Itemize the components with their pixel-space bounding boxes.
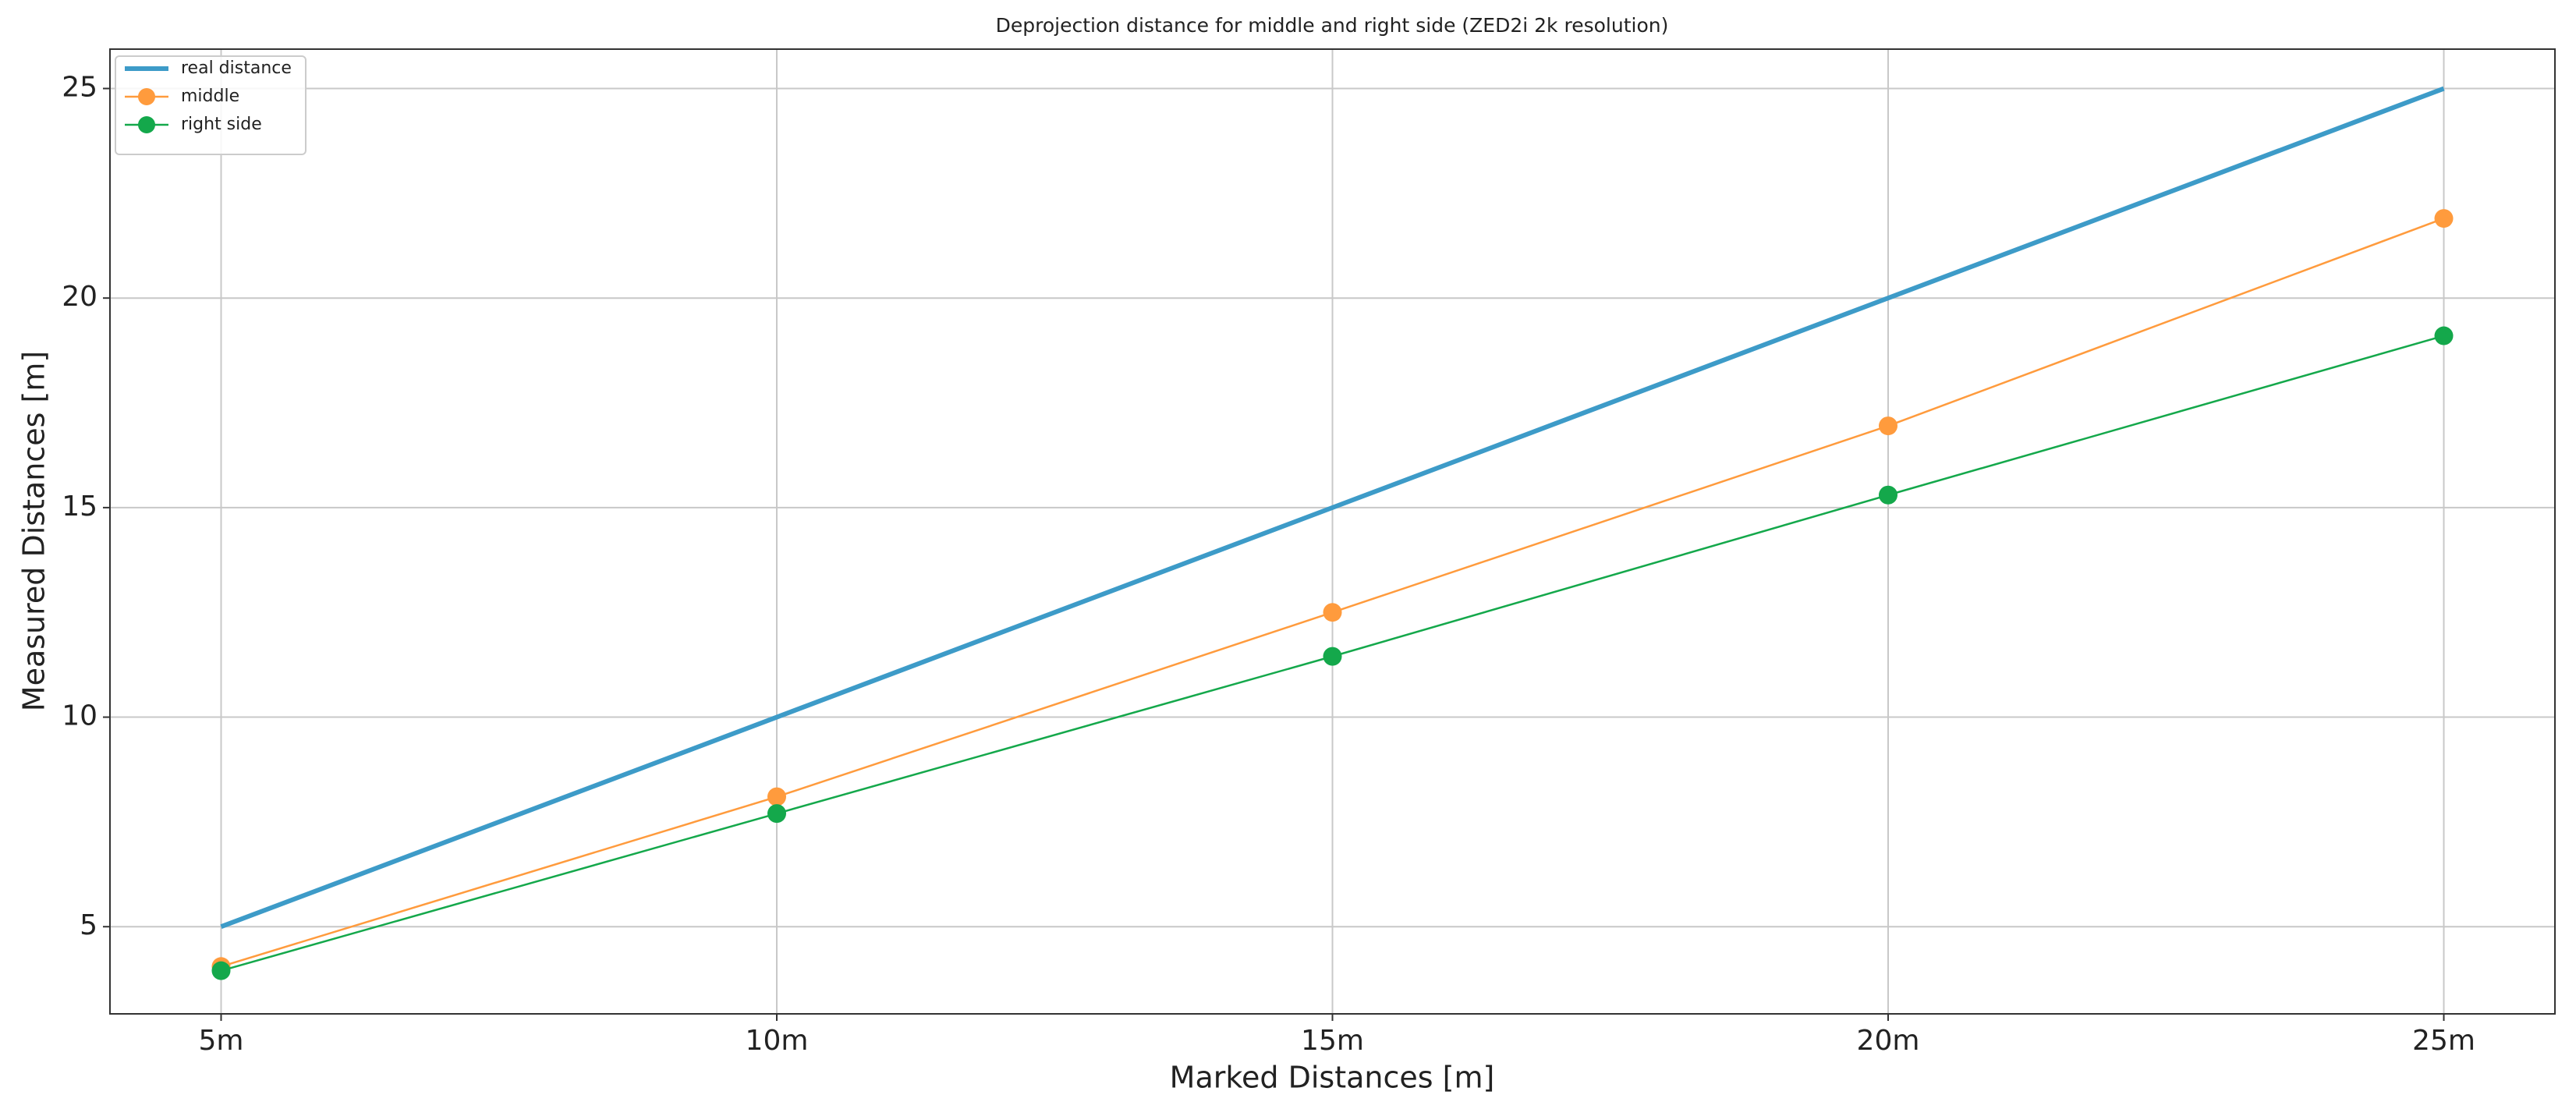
x-tick-label: 15m xyxy=(1301,1025,1364,1057)
legend-marker xyxy=(138,116,155,133)
chart-title: Deprojection distance for middle and rig… xyxy=(996,14,1669,37)
legend-label: right side xyxy=(181,115,262,134)
point xyxy=(1323,647,1342,666)
x-tick-label: 25m xyxy=(2412,1025,2475,1057)
legend-label: real distance xyxy=(181,58,292,78)
point xyxy=(767,804,786,824)
legend-label: middle xyxy=(181,87,239,106)
point xyxy=(1879,416,1897,436)
y-tick-label: 10 xyxy=(62,700,97,732)
legend-marker xyxy=(138,88,155,105)
y-tick-label: 5 xyxy=(80,909,97,941)
y-tick-label: 25 xyxy=(62,72,97,104)
x-tick-label: 5m xyxy=(199,1025,244,1057)
point xyxy=(2434,209,2454,229)
legend-box xyxy=(115,55,306,155)
point xyxy=(211,961,231,980)
point xyxy=(767,787,786,806)
x-tick-label: 10m xyxy=(746,1025,809,1057)
point xyxy=(2434,326,2454,345)
point xyxy=(1879,485,1897,505)
y-axis-label: Measured Distances [m] xyxy=(17,351,51,711)
plot-frame xyxy=(109,48,2556,1015)
series-line xyxy=(220,86,2445,930)
x-tick-label: 20m xyxy=(1857,1025,1920,1057)
y-tick-label: 20 xyxy=(62,281,97,313)
x-axis-label: Marked Distances [m] xyxy=(1170,1061,1495,1095)
point xyxy=(1323,603,1342,622)
y-tick-label: 15 xyxy=(62,491,97,523)
